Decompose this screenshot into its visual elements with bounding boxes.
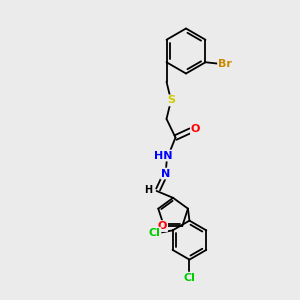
Text: Cl: Cl <box>148 228 160 238</box>
Text: O: O <box>191 124 200 134</box>
Text: N: N <box>161 169 170 178</box>
Text: HN: HN <box>154 151 173 160</box>
Text: Cl: Cl <box>184 273 195 283</box>
Text: O: O <box>158 221 167 231</box>
Text: H: H <box>144 185 152 195</box>
Text: Br: Br <box>218 59 232 69</box>
Text: S: S <box>167 95 175 105</box>
